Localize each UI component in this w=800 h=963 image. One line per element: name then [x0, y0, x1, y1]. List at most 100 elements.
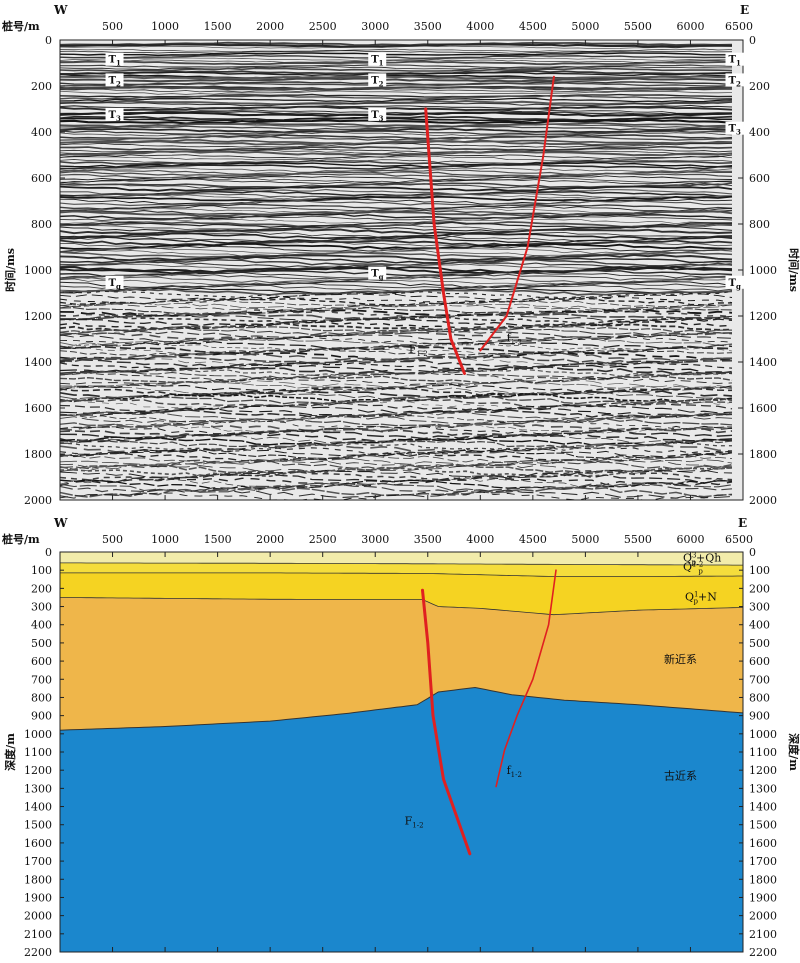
horizon-label-tg: Tg [109, 278, 121, 291]
geology-y-tick-label-right: 1700 [749, 855, 777, 868]
geology-y-tick-label-right: 1900 [749, 891, 777, 904]
horizon-label-box [725, 275, 744, 289]
seismic-reflection [60, 242, 733, 250]
seismic-reflection [60, 57, 733, 61]
seismic-y-tick-label-left: 200 [31, 80, 52, 93]
geology-y-tick-label-right: 800 [749, 691, 770, 704]
seismic-reflection [60, 232, 733, 240]
seismic-reflection [60, 325, 733, 334]
seismic-reflection [60, 75, 733, 81]
seismic-reflection [60, 271, 733, 279]
geology-y-tick-label-left: 1100 [24, 746, 52, 759]
seismic-fault-f1-2 [479, 75, 555, 352]
seismic-reflection [60, 355, 733, 365]
geology-y-tick-label-left: 1300 [24, 782, 52, 795]
seismic-reflection [60, 413, 733, 424]
seismic-reflection [60, 330, 733, 339]
seismic-reflection [60, 429, 733, 441]
horizon-label-box [105, 275, 124, 289]
seismic-x-tick-label: 4000 [466, 20, 494, 33]
geology-y-tick-label-left: 500 [31, 637, 52, 650]
seismic-reflection [60, 302, 733, 310]
seismic-x-tick-label: 500 [102, 20, 123, 33]
seismic-reflection [60, 448, 733, 458]
seismic-reflection [60, 67, 733, 73]
seismic-reflection [60, 343, 733, 352]
seismic-y-tick-label-right: 800 [749, 218, 770, 231]
seismic-reflection [60, 101, 733, 107]
seismic-reflection [60, 251, 733, 259]
seismic-reflection [60, 195, 733, 202]
geology-layers [60, 552, 743, 952]
seismic-reflection [60, 307, 733, 315]
geology-fault-f1-2 [495, 569, 557, 788]
seismic-reflection [60, 436, 733, 447]
seismic-reflection [60, 142, 733, 148]
geology-y-tick-label-left: 900 [31, 710, 52, 723]
seismic-y-tick-label-right: 0 [749, 34, 756, 47]
seismic-y-axis-label-left: 时间/ms [3, 248, 17, 292]
seismic-reflection [60, 442, 733, 452]
geology-layer-4 [60, 687, 743, 952]
seismic-reflection [60, 351, 733, 361]
seismic-reflection [60, 131, 733, 137]
seismic-reflection [60, 111, 733, 118]
seismic-x-tick-label: 5000 [571, 20, 599, 33]
seismic-reflection [60, 312, 733, 321]
seismic-reflection [60, 411, 733, 421]
seismic-reflection [60, 45, 732, 49]
seismic-reflection [60, 97, 733, 103]
seismic-reflection [60, 135, 733, 141]
seismic-reflection [60, 71, 732, 77]
geology-y-tick-label-right: 500 [749, 637, 770, 650]
seismic-reflection [60, 50, 733, 54]
geology-y-tick-label-right: 1100 [749, 746, 777, 759]
geology-boundaries [59, 562, 744, 731]
seismic-reflection [60, 224, 733, 231]
geology-fault-f1-2 [421, 588, 472, 856]
geology-y-tick-label-right: 400 [749, 619, 770, 632]
seismic-reflection [60, 296, 733, 305]
seismic-reflection [60, 327, 733, 336]
horizon-label-t2: T2 [371, 75, 383, 88]
seismic-y-tick-label-left: 1400 [24, 356, 52, 369]
seismic-reflection [60, 348, 733, 357]
geology-y-tick-label-right: 1600 [749, 837, 777, 850]
geology-x-tick-label: 5000 [571, 533, 599, 546]
seismic-reflection [60, 466, 733, 478]
seismic-reflection [60, 458, 733, 468]
layer-label-qpn: Q1 p+N [685, 591, 717, 606]
geology-y-tick-label-left: 1500 [24, 819, 52, 832]
seismic-reflection [60, 127, 733, 134]
geology-fault-label-major: F1-2 [405, 815, 424, 830]
geology-y-tick-label-right: 700 [749, 673, 770, 686]
seismic-reflection [60, 117, 732, 123]
seismic-reflection [60, 59, 733, 63]
seismic-x-tick-label: 1500 [204, 20, 232, 33]
geology-y-tick-label-left: 1900 [24, 891, 52, 904]
horizon-label-tg: Tg [371, 269, 383, 282]
seismic-y-tick-label-right: 1800 [749, 448, 777, 461]
seismic-reflection [60, 245, 733, 253]
seismic-reflection [60, 372, 733, 381]
seismic-reflection [60, 54, 733, 59]
seismic-reflection [60, 459, 733, 471]
seismic-x-tick-label: 3000 [361, 20, 389, 33]
seismic-reflection [60, 389, 733, 399]
seismic-x-tick-label: 2000 [256, 20, 284, 33]
geology-y-tick-label-left: 1800 [24, 873, 52, 886]
horizon-label-box [105, 107, 124, 121]
seismic-reflection [60, 198, 733, 205]
seismic-east-label: E [740, 3, 749, 17]
seismic-horizon-labels: T1 T1 T1 T2 T2 T2 T3 T3 T3 Tg Tg Tg [105, 52, 744, 291]
seismic-reflection [60, 463, 733, 474]
geology-y-tick-label-right: 0 [749, 546, 756, 559]
seismic-reflection [60, 386, 733, 395]
geology-x-tick-label: 4500 [519, 533, 547, 546]
seismic-reflection [60, 337, 733, 346]
seismic-reflection [60, 48, 733, 53]
seismic-reflection [60, 203, 733, 210]
horizon-label-t2: T2 [728, 75, 740, 88]
horizon-label-box [368, 266, 387, 280]
